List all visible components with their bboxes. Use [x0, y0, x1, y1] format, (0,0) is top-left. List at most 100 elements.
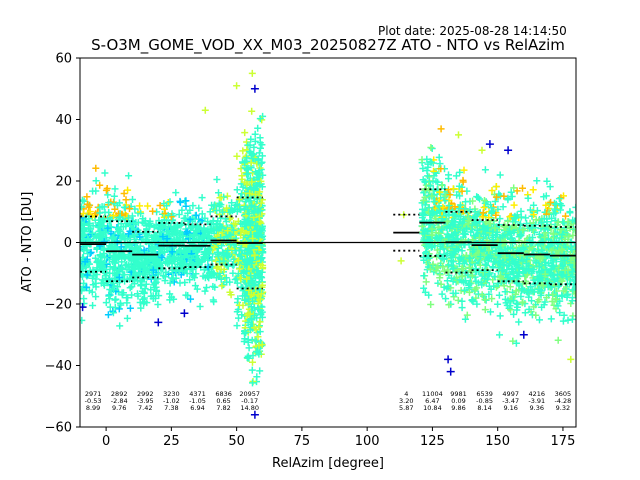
- scatter-point: [104, 191, 112, 199]
- y-tick-label: −40: [45, 359, 72, 374]
- scatter-point: [235, 301, 243, 309]
- scatter-point: [131, 265, 139, 272]
- scatter-point: [460, 166, 468, 174]
- scatter-point: [163, 235, 171, 243]
- scatter-point: [255, 149, 263, 157]
- scatter-point: [557, 194, 565, 202]
- scatter-point: [459, 176, 467, 184]
- scatter-point: [509, 337, 517, 345]
- scatter-point: [246, 326, 254, 334]
- scatter-point: [208, 256, 216, 264]
- scatter-point: [543, 177, 551, 185]
- scatter-point: [482, 218, 490, 226]
- scatter-point: [464, 220, 472, 228]
- scatter-point: [123, 314, 131, 322]
- scatter-point: [488, 295, 496, 303]
- scatter-point: [137, 210, 145, 217]
- scatter-point: [126, 284, 134, 292]
- scatter-point: [193, 285, 201, 293]
- scatter-point: [496, 215, 504, 223]
- scatter-point: [427, 301, 435, 308]
- scatter-point: [554, 282, 562, 290]
- scatter-point: [124, 294, 132, 302]
- scatter-point: [206, 208, 214, 216]
- scatter-point: [426, 265, 434, 273]
- bin-mean-label: -1.05: [189, 397, 206, 405]
- scatter-point: [566, 224, 574, 232]
- scatter-point: [434, 263, 442, 271]
- bin-mean-label: -0.85: [476, 397, 493, 405]
- bin-std-label: 9.86: [451, 404, 465, 412]
- scatter-point: [518, 285, 526, 293]
- scatter-point: [143, 232, 151, 239]
- scatter-point: [564, 253, 572, 261]
- scatter-point: [441, 267, 448, 275]
- scatter-point: [454, 223, 462, 231]
- scatter-point: [435, 234, 443, 242]
- scatter-point: [445, 301, 453, 309]
- scatter-point: [184, 209, 192, 217]
- scatter-point: [105, 275, 113, 283]
- scatter-point: [80, 316, 86, 324]
- scatter-point: [115, 273, 123, 281]
- bin-count-label: 20957: [239, 390, 260, 398]
- scatter-point: [215, 252, 222, 260]
- chart-title: S-O3M_GOME_VOD_XX_M03_20250827Z ATO - NT…: [91, 36, 565, 55]
- scatter-point: [147, 262, 155, 270]
- scatter-point: [420, 197, 427, 204]
- scatter-point: [140, 300, 148, 308]
- bin-count-label: 4: [404, 390, 408, 398]
- scatter-point: [459, 273, 466, 280]
- scatter-point: [517, 220, 524, 228]
- scatter-point: [106, 286, 114, 293]
- scatter-point: [485, 290, 493, 298]
- scatter-point: [550, 258, 557, 266]
- scatter-point: [245, 295, 253, 303]
- bin-std-label: 5.87: [399, 404, 413, 412]
- scatter-point: [257, 255, 265, 263]
- scatter-point: [487, 308, 494, 316]
- scatter-point: [532, 311, 540, 319]
- scatter-point: [258, 290, 265, 298]
- scatter-point: [507, 188, 515, 196]
- scatter-point: [110, 192, 118, 200]
- scatter-point: [494, 300, 502, 308]
- scatter-point: [461, 286, 469, 294]
- scatter-point: [478, 291, 486, 299]
- scatter-point: [127, 256, 135, 264]
- scatter-point: [85, 203, 93, 211]
- scatter-point: [151, 279, 159, 287]
- scatter-point: [219, 228, 227, 236]
- x-axis-label: RelAzim [degree]: [272, 456, 384, 471]
- scatter-point: [258, 116, 266, 124]
- scatter-point: [428, 192, 436, 200]
- scatter-point: [128, 291, 136, 299]
- scatter-point: [180, 254, 188, 261]
- scatter-point: [478, 146, 486, 154]
- scatter-point: [436, 160, 444, 168]
- scatter-point: [167, 213, 175, 221]
- scatter-point: [546, 183, 554, 191]
- scatter-point: [80, 247, 88, 255]
- scatter-point: [432, 267, 440, 275]
- scatter-point: [125, 172, 133, 180]
- scatter-point: [491, 198, 499, 205]
- scatter-point: [80, 203, 86, 211]
- scatter-point: [191, 226, 199, 234]
- scatter-point: [83, 283, 91, 291]
- scatter-point: [244, 319, 252, 326]
- scatter-point: [485, 214, 493, 221]
- scatter-point: [248, 260, 256, 267]
- scatter-point: [247, 159, 255, 167]
- bin-count-label: 9981: [450, 390, 467, 398]
- scatter-point: [513, 279, 521, 287]
- scatter-point: [228, 199, 236, 207]
- scatter-point: [255, 342, 263, 350]
- scatter-point: [520, 245, 528, 253]
- scatter-point: [258, 341, 266, 349]
- bin-std-label: 8.14: [477, 404, 491, 412]
- scatter-point: [87, 248, 95, 256]
- scatter-point: [109, 309, 117, 317]
- scatter-point: [217, 201, 225, 209]
- scatter-point: [80, 300, 88, 307]
